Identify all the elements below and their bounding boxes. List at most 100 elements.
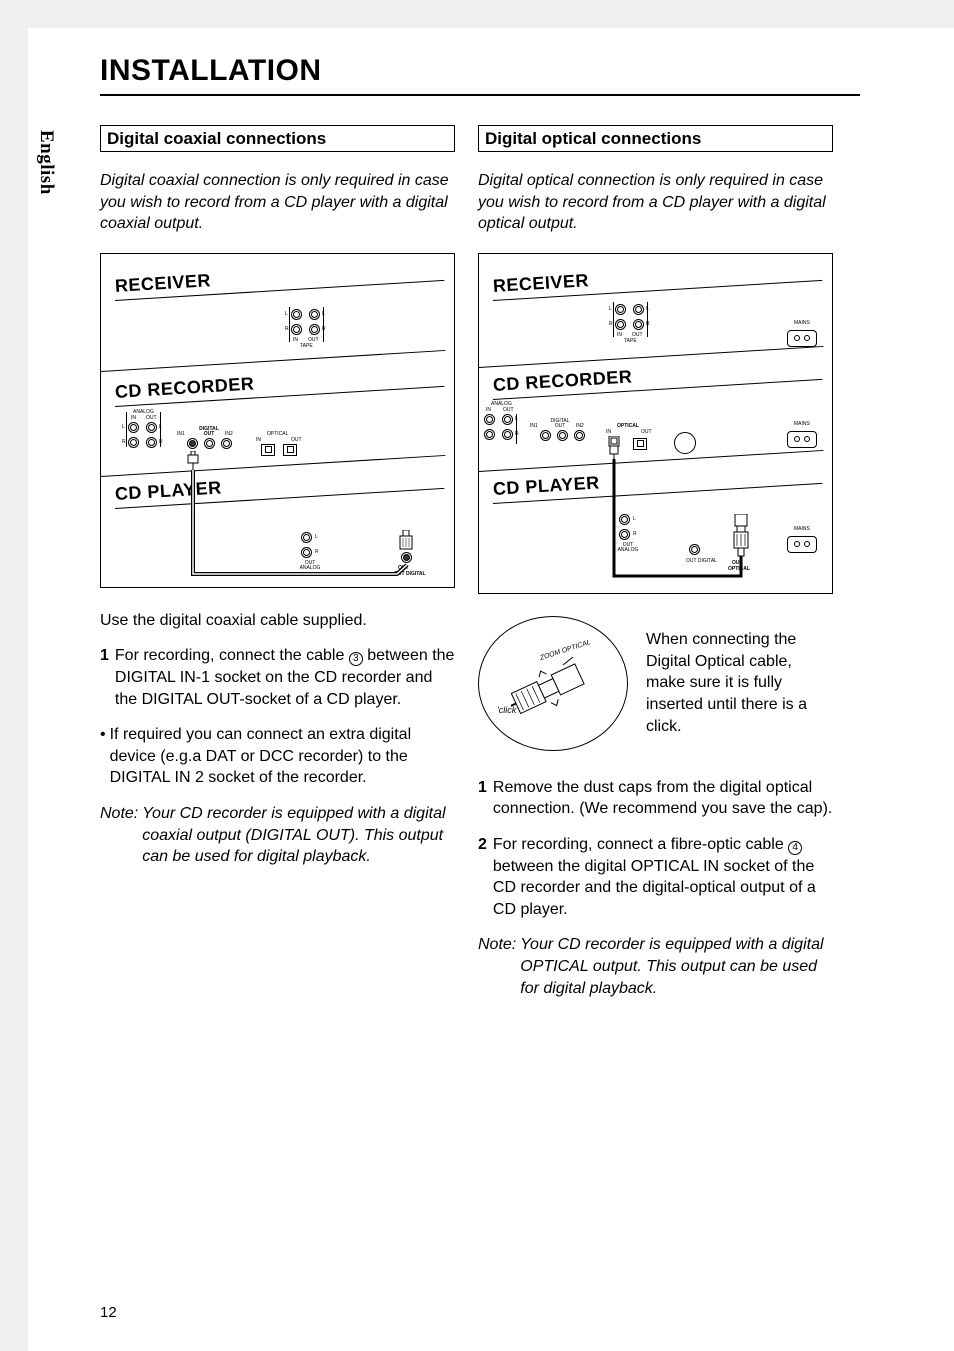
rca-port <box>309 309 320 320</box>
port-circle <box>674 432 696 454</box>
label-digital-out: DIGITAL OUT <box>198 427 220 437</box>
label-in: IN <box>606 430 611 435</box>
label-tape: TAPE <box>624 339 637 344</box>
note-label: Note: <box>100 803 138 868</box>
step-text: For recording, connect a fibre-optic cab… <box>493 834 833 920</box>
rca-port <box>128 422 139 433</box>
diagram-line <box>289 307 290 342</box>
optical-diagram: RECEIVER L L R R IN OUT TAPE MAINS CD RE… <box>478 253 833 594</box>
top-margin-bar <box>0 0 954 28</box>
rca-port <box>484 429 495 440</box>
power-inlet-icon <box>787 536 817 553</box>
diagram-line <box>323 307 324 342</box>
bullet-text: If required you can connect an extra dig… <box>110 724 455 789</box>
rca-port <box>502 414 513 425</box>
step-number: 2 <box>478 834 487 920</box>
coaxial-diagram: RECEIVER L L R R IN OUT TAPE CD RECORDER… <box>100 253 455 588</box>
label-l: L <box>159 425 162 430</box>
label-l: L <box>285 312 288 317</box>
rca-port <box>146 422 157 433</box>
optical-note: Note: Your CD recorder is equipped with … <box>478 934 833 999</box>
label-out-analog: OUT ANALOG <box>617 543 639 553</box>
callout-text: When connecting the Digital Optical cabl… <box>646 629 833 737</box>
label-in: IN <box>131 416 136 421</box>
diagram-line <box>479 346 823 368</box>
optical-plug-icon <box>607 436 623 460</box>
coaxial-step-1: 1 For recording, connect the cable 3 bet… <box>100 645 455 710</box>
optical-body: 1 Remove the dust caps from the digital … <box>478 777 833 999</box>
rca-port <box>146 437 157 448</box>
label-receiver: RECEIVER <box>114 270 211 297</box>
label-out: OUT <box>503 408 514 413</box>
diagram-line <box>613 302 614 337</box>
rca-port <box>619 529 630 540</box>
language-tab: English <box>35 130 57 195</box>
diagram-line <box>479 450 823 472</box>
diagram-line <box>101 350 445 372</box>
optical-port <box>633 438 647 450</box>
section-header-coaxial: Digital coaxial connections <box>100 125 455 152</box>
label-in: IN <box>256 438 261 443</box>
title-rule <box>100 94 860 96</box>
optical-step-1: 1 Remove the dust caps from the digital … <box>478 777 833 820</box>
rca-port <box>615 304 626 315</box>
rca-port <box>689 544 700 555</box>
para-use-cable: Use the digital coaxial cable supplied. <box>100 610 455 632</box>
label-l: L <box>609 307 612 312</box>
diagram-line <box>101 455 445 477</box>
coaxial-bullet: • If required you can connect an extra d… <box>100 724 455 789</box>
cable-plug-icon <box>399 530 415 560</box>
cable-plug-icon <box>187 451 201 471</box>
rca-port <box>484 414 495 425</box>
diagram-line <box>126 412 127 447</box>
rca-port <box>619 514 630 525</box>
optical-intro: Digital optical connection is only requi… <box>478 170 833 235</box>
label-l: L <box>122 425 125 430</box>
label-tape: TAPE <box>300 344 313 349</box>
rca-port <box>633 319 644 330</box>
optical-callout: ZOOM OPTICAL 'click' When connecti <box>478 616 833 751</box>
label-optical: OPTICAL <box>267 432 288 437</box>
power-inlet-icon <box>787 431 817 448</box>
text-fragment: between the digital OPTICAL IN socket of… <box>493 858 816 918</box>
circled-4-icon: 4 <box>788 841 802 855</box>
circled-3-icon: 3 <box>349 652 363 666</box>
diagram-line <box>647 302 648 337</box>
label-out-digital: OUT DIGITAL <box>394 572 426 577</box>
label-out: OUT <box>146 416 157 421</box>
rca-port <box>187 438 198 449</box>
label-in: IN <box>486 408 491 413</box>
label-r: R <box>122 440 126 445</box>
label-l: L <box>633 517 636 522</box>
rca-port <box>291 309 302 320</box>
step-number: 1 <box>100 645 109 710</box>
optical-port <box>261 444 275 456</box>
label-optical: OPTICAL <box>617 424 639 429</box>
label-digital-out: DIGITAL OUT <box>549 419 571 429</box>
left-margin-bar <box>0 0 28 1351</box>
rca-port <box>557 430 568 441</box>
label-in1: IN1 <box>177 432 185 437</box>
section-header-optical: Digital optical connections <box>478 125 833 152</box>
label-in: IN <box>617 333 622 338</box>
optical-port <box>283 444 297 456</box>
label-r: R <box>315 550 319 555</box>
note-text: Your CD recorder is equipped with a digi… <box>520 934 833 999</box>
label-mains: MAINS <box>794 422 810 427</box>
label-in: IN <box>293 338 298 343</box>
rca-port <box>221 438 232 449</box>
text-fragment: For recording, connect a fibre-optic cab… <box>493 836 788 853</box>
label-r: R <box>633 532 637 537</box>
coaxial-body: Use the digital coaxial cable supplied. … <box>100 610 455 868</box>
power-inlet-icon <box>787 330 817 347</box>
text-fragment: For recording, connect the cable <box>115 647 349 664</box>
label-out: OUT <box>641 430 652 435</box>
rca-port <box>574 430 585 441</box>
label-mains: MAINS <box>794 321 810 326</box>
label-l: L <box>515 417 518 422</box>
label-r: R <box>159 440 163 445</box>
label-in1: IN1 <box>530 424 538 429</box>
label-cd-player: CD PLAYER <box>114 477 222 504</box>
rca-port <box>633 304 644 315</box>
rca-port <box>540 430 551 441</box>
